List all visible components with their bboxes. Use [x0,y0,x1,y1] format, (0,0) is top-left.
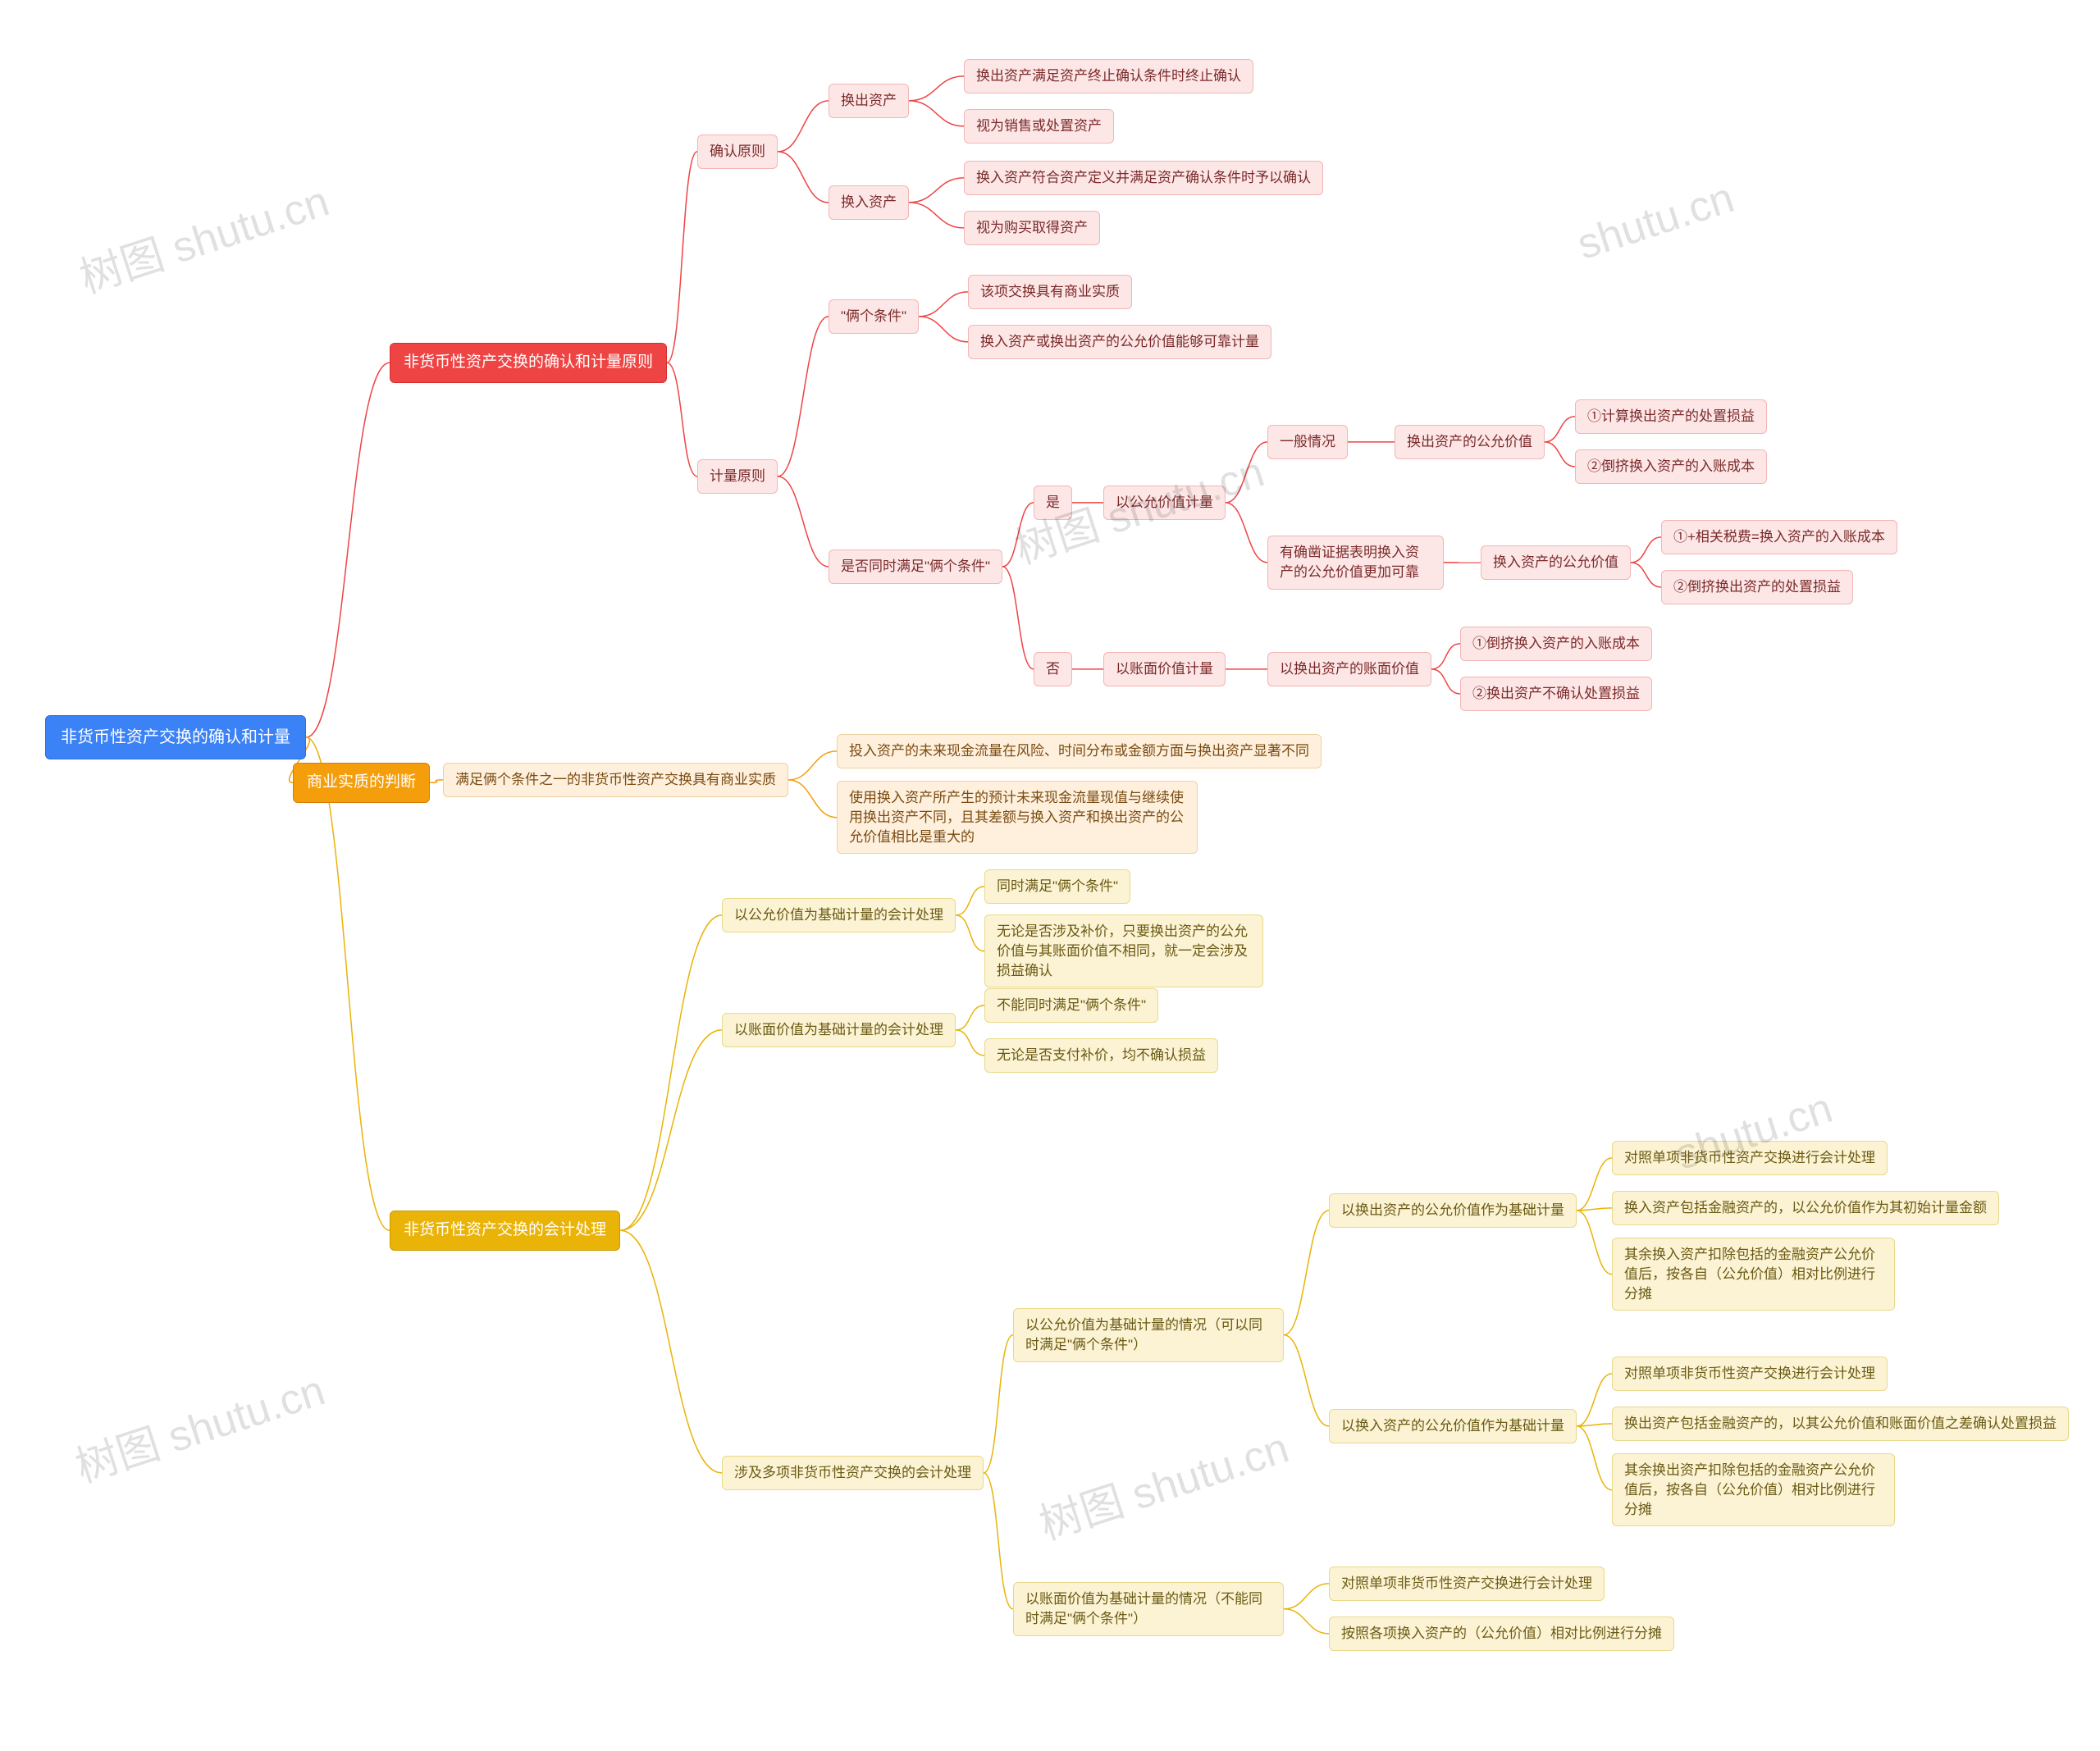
mindmap-node[interactable]: 确认原则 [697,135,778,169]
mindmap-node[interactable]: 同时满足"俩个条件" [984,869,1130,904]
mindmap-node[interactable]: 其余换入资产扣除包括的金融资产公允价值后，按各自（公允价值）相对比例进行分摊 [1612,1238,1895,1311]
mindmap-node[interactable]: 以公允价值为基础计量的情况（可以同时满足"俩个条件"） [1013,1308,1284,1362]
mindmap-node[interactable]: 无论是否涉及补价，只要换出资产的公允价值与其账面价值不相同，就一定会涉及损益确认 [984,914,1263,987]
mindmap-node[interactable]: 以公允价值计量 [1103,486,1226,520]
mindmap-edge [1631,537,1661,563]
mindmap-edge [1226,442,1267,503]
mindmap-node[interactable]: ②倒挤换入资产的入账成本 [1575,449,1767,484]
mindmap-edge [984,1473,1013,1609]
mindmap-edge [919,317,968,342]
mindmap-node[interactable]: 按照各项换入资产的（公允价值）相对比例进行分摊 [1329,1616,1674,1651]
mindmap-edge [620,915,722,1230]
mindmap-edge [1431,669,1460,694]
mindmap-edge [984,1335,1013,1473]
mindmap-edge [788,780,837,818]
mindmap-node[interactable]: 非货币性资产交换的确认和计量原则 [390,343,667,383]
mindmap-node[interactable]: 对照单项非货币性资产交换进行会计处理 [1612,1141,1888,1175]
mindmap-edge [620,1230,722,1473]
mindmap-node[interactable]: ①倒挤换入资产的入账成本 [1460,627,1652,661]
mindmap-node[interactable]: ②倒挤换出资产的处置损益 [1661,570,1853,604]
mindmap-edge [667,152,697,363]
mindmap-node[interactable]: 以换出资产的账面价值 [1267,652,1431,686]
mindmap-node[interactable]: 视为销售或处置资产 [964,109,1114,144]
mindmap-node[interactable]: 商业实质的判断 [293,763,430,803]
mindmap-edge [1577,1211,1612,1274]
mindmap-node[interactable]: 以账面价值为基础计量的情况（不能同时满足"俩个条件"） [1013,1582,1284,1636]
mindmap-node[interactable]: 以账面价值为基础计量的会计处理 [722,1013,956,1047]
mindmap-edge [956,1005,984,1030]
mindmap-node[interactable]: ①计算换出资产的处置损益 [1575,399,1767,434]
mindmap-node[interactable]: 计量原则 [697,459,778,494]
mindmap-node[interactable]: 换出资产包括金融资产的，以其公允价值和账面价值之差确认处置损益 [1612,1407,2069,1441]
mindmap-node[interactable]: 换入资产 [829,185,909,220]
mindmap-node[interactable]: 有确凿证据表明换入资产的公允价值更加可靠 [1267,536,1444,590]
mindmap-edge [430,780,443,782]
mindmap-node[interactable]: 以换入资产的公允价值作为基础计量 [1329,1409,1577,1443]
mindmap-edge [778,101,829,152]
mindmap-edge [1284,1609,1329,1634]
mindmap-edge [778,477,829,567]
mindmap-edge [1002,503,1034,567]
mindmap-node[interactable]: 其余换出资产扣除包括的金融资产公允价值后，按各自（公允价值）相对比例进行分摊 [1612,1453,1895,1526]
mindmap-edge [1577,1158,1612,1211]
mindmap-node[interactable]: 换入资产包括金融资产的，以公允价值作为其初始计量金额 [1612,1191,1999,1225]
mindmap-node[interactable]: 以公允价值为基础计量的会计处理 [722,898,956,932]
mindmap-node[interactable]: 无论是否支付补价，均不确认损益 [984,1038,1218,1073]
mindmap-node[interactable]: 换出资产满足资产终止确认条件时终止确认 [964,59,1253,93]
mindmap-node[interactable]: 满足俩个条件之一的非货币性资产交换具有商业实质 [443,763,788,797]
mindmap-edge [778,317,829,477]
mindmap-edge [1545,417,1575,442]
mindmap-edge [1226,503,1267,563]
mindmap-edge [919,292,968,317]
mindmap-edge [1631,563,1661,587]
mindmap-node[interactable]: 对照单项非货币性资产交换进行会计处理 [1612,1357,1888,1391]
mindmap-edge [1431,644,1460,669]
mindmap-node[interactable]: 非货币性资产交换的会计处理 [390,1211,620,1251]
mindmap-edge [620,1030,722,1230]
mindmap-node[interactable]: 以换出资产的公允价值作为基础计量 [1329,1193,1577,1228]
mindmap-edge [1577,1374,1612,1426]
mindmap-node[interactable]: 换出资产的公允价值 [1395,425,1545,459]
mindmap-edge [667,363,697,477]
mindmap-node[interactable]: 该项交换具有商业实质 [968,275,1132,309]
mindmap-node[interactable]: 不能同时满足"俩个条件" [984,988,1158,1023]
mindmap-node[interactable]: 投入资产的未来现金流量在风险、时间分布或金额方面与换出资产显著不同 [837,734,1322,768]
mindmap-node[interactable]: 一般情况 [1267,425,1348,459]
mindmap-node[interactable]: "俩个条件" [829,299,919,334]
mindmap-node[interactable]: 否 [1034,652,1072,686]
mindmap-edge [909,178,964,203]
mindmap-edge [1284,1335,1329,1426]
mindmap-node[interactable]: 使用换入资产所产生的预计未来现金流量现值与继续使用换出资产不同，且其差额与换入资… [837,781,1198,854]
mindmap-node[interactable]: 视为购买取得资产 [964,211,1100,245]
mindmap-edge [909,203,964,228]
mindmap-edge [956,915,984,951]
mindmap-node[interactable]: 是否同时满足"俩个条件" [829,549,1002,584]
mindmap-node[interactable]: ②换出资产不确认处置损益 [1460,677,1652,711]
mindmap-edge [956,1030,984,1056]
mindmap-edge [909,101,964,126]
mindmap-node[interactable]: 对照单项非货币性资产交换进行会计处理 [1329,1566,1605,1601]
mindmap-node[interactable]: 换出资产 [829,84,909,118]
mindmap-edge [1284,1584,1329,1609]
mindmap-edge [956,887,984,915]
mindmap-node[interactable]: 非货币性资产交换的确认和计量 [45,715,306,759]
mindmap-node[interactable]: 以账面价值计量 [1103,652,1226,686]
mindmap-edge [1577,1426,1612,1490]
mindmap-node[interactable]: 涉及多项非货币性资产交换的会计处理 [722,1456,984,1490]
mindmap-node[interactable]: 换入资产符合资产定义并满足资产确认条件时予以确认 [964,161,1323,195]
mindmap-edge [306,737,390,1230]
mindmap-node[interactable]: 换入资产或换出资产的公允价值能够可靠计量 [968,325,1271,359]
mindmap-edge [1002,567,1034,669]
mindmap-edge [1284,1211,1329,1335]
mindmap-edge [909,76,964,101]
mindmap-edge [1545,442,1575,467]
mindmap-node[interactable]: 换入资产的公允价值 [1481,545,1631,580]
mindmap-edge [778,152,829,203]
mindmap-edge [788,751,837,780]
mindmap-edge [306,363,390,737]
mindmap-node[interactable]: 是 [1034,486,1072,520]
mindmap-node[interactable]: ①+相关税费=换入资产的入账成本 [1661,520,1897,554]
